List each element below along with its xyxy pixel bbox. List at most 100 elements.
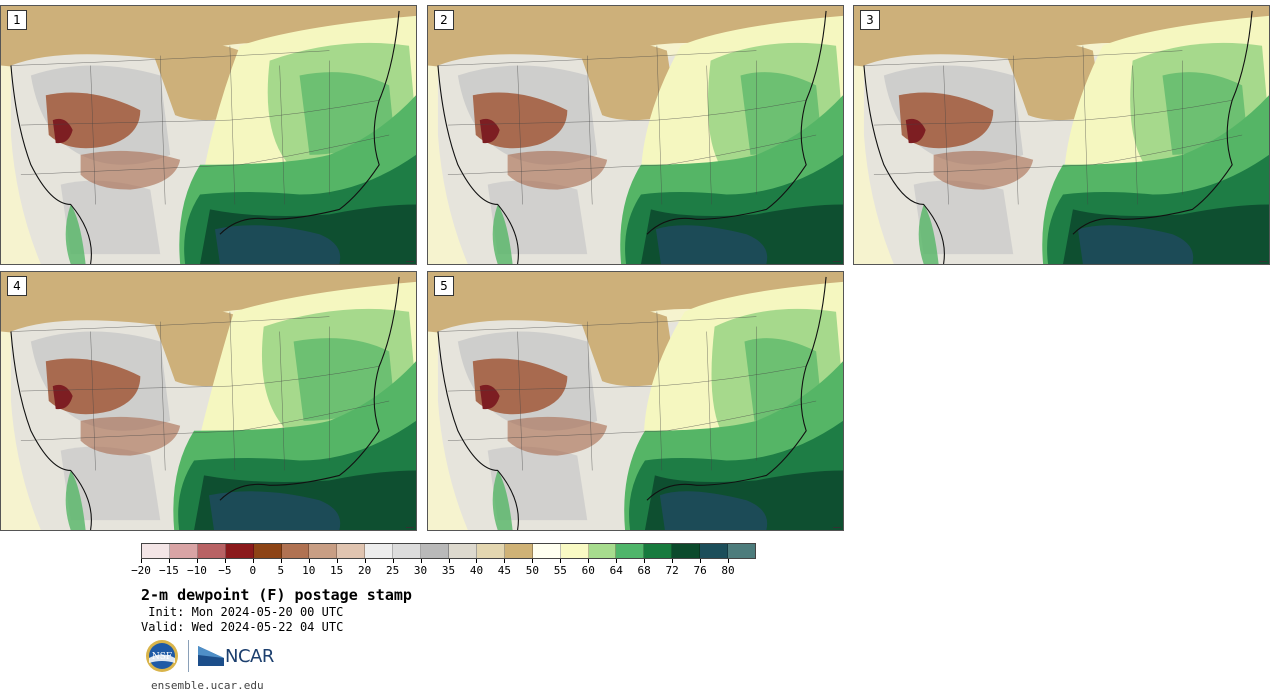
boundary-line bbox=[706, 65, 712, 205]
member-number-label: 3 bbox=[860, 10, 880, 30]
boundary-line bbox=[20, 430, 240, 441]
darkred-region bbox=[905, 118, 926, 144]
scale-mark bbox=[1259, 261, 1267, 262]
darkred-region bbox=[52, 118, 73, 144]
boundary-line bbox=[943, 65, 949, 205]
colorbar-cell bbox=[337, 544, 366, 558]
gulf-region bbox=[214, 225, 341, 264]
ensemble-member-map-4: 4 bbox=[0, 271, 417, 531]
dry-region-plains bbox=[577, 41, 677, 121]
member-number-label: 4 bbox=[7, 276, 27, 296]
dewpoint-map bbox=[428, 6, 843, 264]
west-coastline bbox=[437, 331, 519, 530]
dry-region-north bbox=[1, 6, 416, 70]
gulf-region bbox=[655, 225, 768, 264]
colorbar-cell bbox=[421, 544, 449, 558]
boundary-line bbox=[873, 164, 1093, 175]
colorbar-cell bbox=[504, 544, 533, 558]
boundary-line bbox=[447, 164, 667, 175]
colorbar-cell bbox=[616, 544, 645, 558]
darkred-region bbox=[52, 384, 73, 410]
boundary-line bbox=[1132, 65, 1138, 205]
colorbar-cell bbox=[672, 544, 701, 558]
dewpoint-map bbox=[1, 6, 416, 264]
brown-region-southwest bbox=[80, 150, 181, 190]
boundary-line bbox=[229, 311, 236, 471]
colorbar-tick-label: 20 bbox=[345, 559, 385, 577]
scale-mark bbox=[406, 527, 414, 528]
colorbar-cell bbox=[253, 544, 282, 558]
colorbar-tick-label: 64 bbox=[596, 559, 636, 577]
boundary-line bbox=[517, 331, 523, 471]
mexico-coast-green bbox=[492, 470, 513, 530]
darkred-region bbox=[479, 118, 500, 144]
colorbar-tick-label: 50 bbox=[512, 559, 552, 577]
west-coastline bbox=[10, 65, 92, 264]
dry-region-plains bbox=[577, 307, 677, 387]
colorbar-tick-label: −15 bbox=[149, 559, 189, 577]
boundary-line bbox=[239, 400, 390, 432]
boundary-line bbox=[239, 134, 390, 166]
logos: NSF NCAR bbox=[145, 638, 274, 674]
colorbar-tick-label: −5 bbox=[205, 559, 245, 577]
boundary-line bbox=[159, 321, 166, 471]
scale-mark bbox=[833, 527, 841, 528]
boundary-line bbox=[20, 119, 230, 126]
gray-region-southwest bbox=[913, 180, 1014, 255]
boundary-line bbox=[90, 331, 96, 471]
colorbar-cell bbox=[532, 544, 561, 558]
boundary-line bbox=[447, 119, 657, 126]
colorbar-cell bbox=[225, 544, 254, 558]
colorbar-cell bbox=[476, 544, 505, 558]
brown-region-southwest bbox=[507, 416, 608, 456]
mid-green-region bbox=[293, 338, 395, 421]
colorbar-cell bbox=[448, 544, 477, 558]
colorbar-tick-label: 10 bbox=[289, 559, 329, 577]
dry-region-north bbox=[854, 6, 1269, 70]
mexico-coast-green bbox=[918, 204, 939, 264]
init-time: Init: Mon 2024-05-20 00 UTC bbox=[141, 605, 344, 619]
colorbar-cell bbox=[142, 544, 170, 558]
colorbar-tick-label: 72 bbox=[652, 559, 692, 577]
boundary-line bbox=[20, 164, 240, 175]
colorbar-cell bbox=[393, 544, 422, 558]
boundary-line bbox=[229, 366, 380, 387]
gray-region-southwest bbox=[487, 446, 588, 521]
brown-region-southwest bbox=[80, 416, 181, 456]
colorbar-cell bbox=[588, 544, 617, 558]
boundary-line bbox=[279, 65, 285, 205]
dry-region-north bbox=[428, 272, 843, 336]
gulf-region bbox=[1077, 225, 1194, 264]
west-coastline bbox=[437, 65, 519, 264]
boundary-line bbox=[586, 55, 593, 205]
dewpoint-map bbox=[854, 6, 1269, 264]
west-coastline bbox=[863, 65, 945, 264]
boundary-line bbox=[666, 134, 817, 166]
colorbar-tick-label: 15 bbox=[317, 559, 357, 577]
boundary-line bbox=[159, 55, 166, 205]
brown-region-southwest bbox=[933, 150, 1034, 190]
boundary-line bbox=[666, 400, 817, 432]
colorbar-tick-label: 25 bbox=[373, 559, 413, 577]
ensemble-member-map-2: 2 bbox=[427, 5, 844, 265]
boundary-line bbox=[1082, 100, 1233, 121]
dewpoint-map bbox=[1, 272, 416, 530]
west-coastline bbox=[10, 331, 92, 530]
ncar-logo: NCAR bbox=[198, 646, 274, 667]
mexico-coast-green bbox=[492, 204, 513, 264]
boundary-line bbox=[1082, 45, 1089, 205]
dewpoint-colorbar bbox=[141, 543, 756, 559]
boundary-line bbox=[90, 65, 96, 205]
ensemble-member-map-5: 5 bbox=[427, 271, 844, 531]
member-number-label: 5 bbox=[434, 276, 454, 296]
gray-region-southwest bbox=[487, 180, 588, 255]
boundary-line bbox=[656, 366, 807, 387]
nsf-logo-text: NSF bbox=[152, 652, 172, 662]
boundary-line bbox=[656, 100, 807, 121]
member-number-label: 2 bbox=[434, 10, 454, 30]
boundary-line bbox=[586, 321, 593, 471]
boundary-line bbox=[229, 100, 380, 121]
boundary-line bbox=[656, 311, 663, 471]
scale-mark bbox=[406, 261, 414, 262]
gray-region-southwest bbox=[60, 446, 161, 521]
